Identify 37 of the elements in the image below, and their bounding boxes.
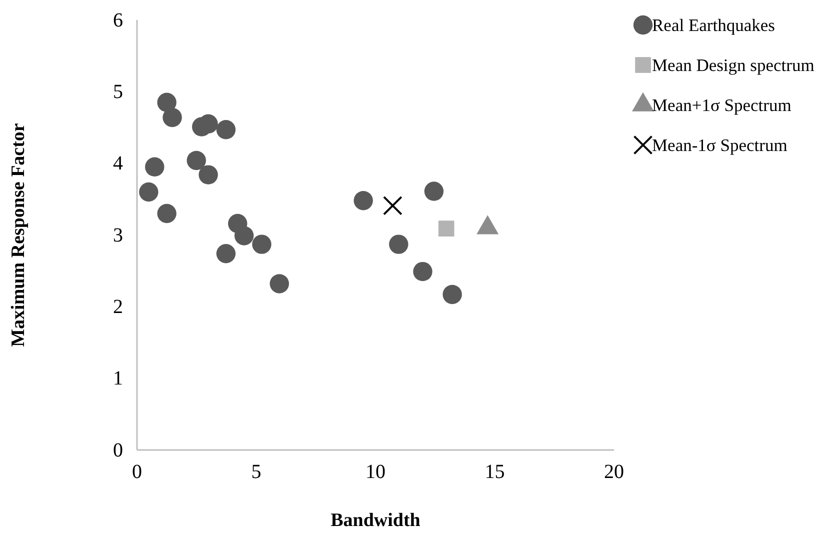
x-tick-label: 5 [251, 461, 262, 484]
y-tick-label: 5 [113, 81, 123, 104]
point [157, 204, 176, 224]
point [389, 234, 408, 254]
point [442, 284, 462, 304]
point [382, 196, 402, 216]
x-tick-label: 0 [132, 461, 142, 484]
point [139, 182, 158, 202]
y-tick-label: 1 [113, 368, 123, 390]
point [234, 226, 254, 246]
legend-label: Mean Design spectrum [652, 55, 815, 75]
point [438, 220, 454, 236]
point [424, 182, 444, 201]
point [413, 262, 432, 282]
y-axis-title: Maximum Response Factor [8, 122, 29, 347]
legend-label: Mean-1σ Spectrum [652, 135, 788, 155]
x-tick-label: 15 [484, 461, 505, 484]
legend-label: Mean+1σ Spectrum [652, 95, 792, 115]
y-tick-label: 4 [113, 152, 123, 175]
point [216, 244, 236, 264]
legend-label: Real Earthquakes [652, 15, 776, 35]
point [198, 165, 218, 184]
point [270, 274, 289, 294]
y-tick-label: 0 [113, 439, 123, 462]
y-tick-label: 2 [113, 296, 123, 318]
x-tick-label: 20 [604, 461, 624, 484]
y-tick-label: 3 [113, 224, 123, 246]
point [157, 92, 176, 112]
x-axis-title: Bandwidth [330, 510, 421, 531]
point [354, 191, 373, 210]
point [252, 234, 272, 254]
point [186, 150, 206, 170]
point [162, 108, 182, 128]
point [216, 120, 236, 140]
x-tick-label: 10 [366, 461, 386, 484]
y-tick-label: 6 [113, 9, 123, 32]
point [145, 157, 164, 177]
